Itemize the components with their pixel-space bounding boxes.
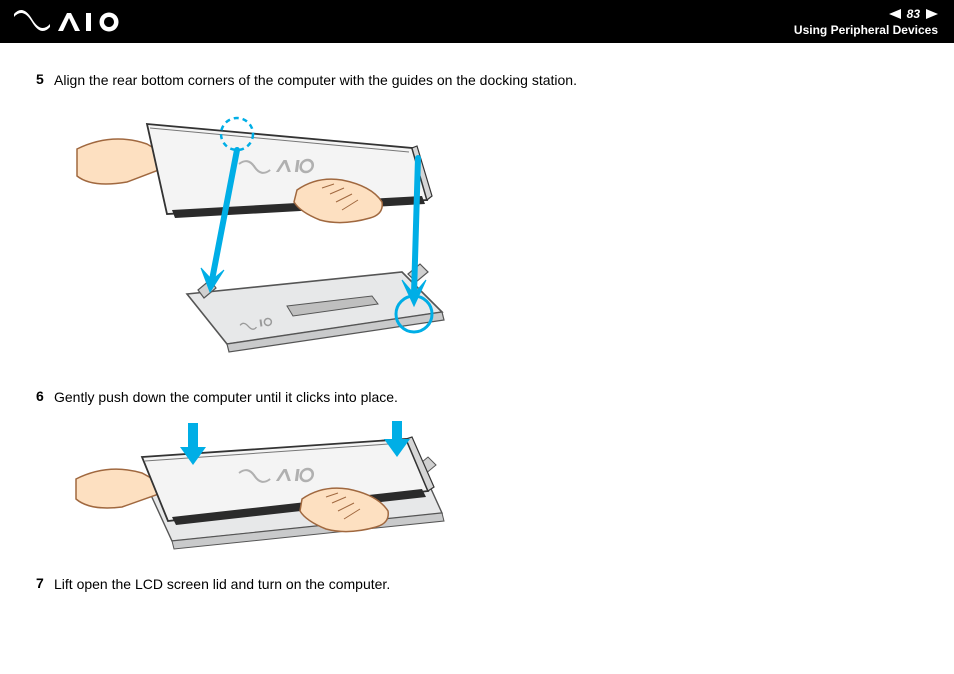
vaio-logo [14,0,122,43]
step-row: 6 Gently push down the computer until it… [36,388,918,407]
step-number: 7 [36,575,54,591]
step-number: 5 [36,71,54,87]
step-number: 6 [36,388,54,404]
figure-push-down [72,421,918,551]
page-number: 83 [907,7,920,21]
step-row: 7 Lift open the LCD screen lid and turn … [36,575,918,594]
step-text: Lift open the LCD screen lid and turn on… [54,575,390,594]
prev-page-arrow-icon[interactable] [889,9,901,19]
page-content: 5 Align the rear bottom corners of the c… [0,43,954,594]
figure-align-dock [72,104,918,364]
step-text: Align the rear bottom corners of the com… [54,71,577,90]
step-text: Gently push down the computer until it c… [54,388,398,407]
section-title: Using Peripheral Devices [794,23,938,37]
page-header: 83 Using Peripheral Devices [0,0,954,43]
step-row: 5 Align the rear bottom corners of the c… [36,71,918,90]
page-nav: 83 [889,7,938,21]
header-right: 83 Using Peripheral Devices [794,7,938,37]
next-page-arrow-icon[interactable] [926,9,938,19]
